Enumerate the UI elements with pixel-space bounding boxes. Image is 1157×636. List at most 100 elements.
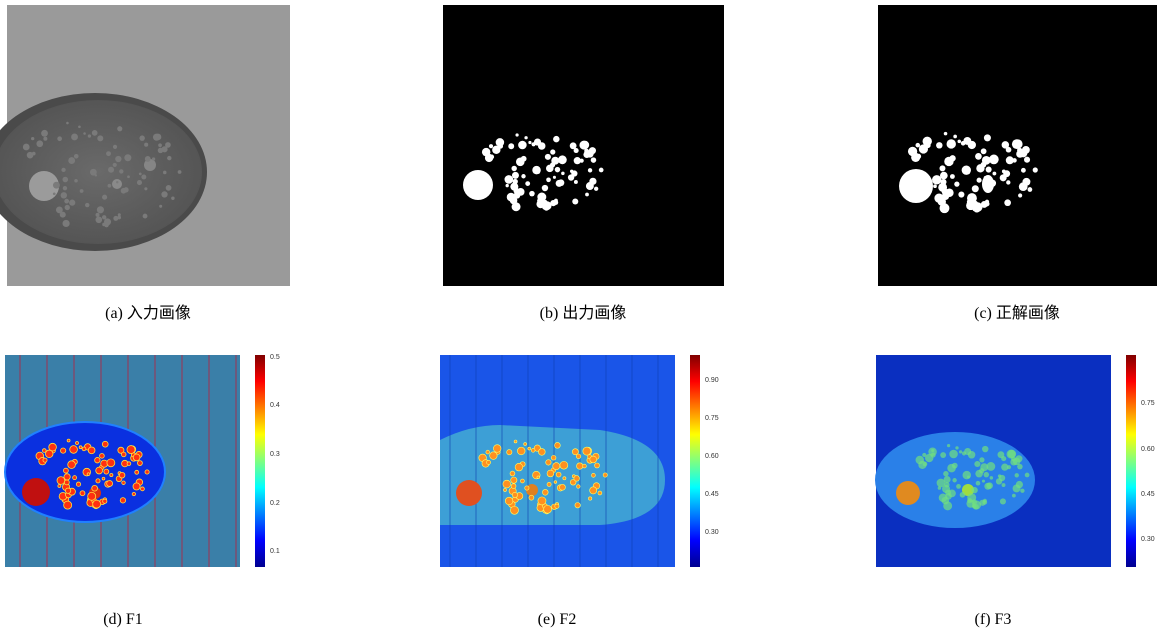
texture <box>989 155 999 165</box>
texture <box>43 458 47 462</box>
texture <box>60 448 65 453</box>
texture <box>510 471 515 476</box>
texture <box>524 136 527 139</box>
texture <box>590 456 597 463</box>
texture <box>139 172 142 175</box>
texture <box>1013 484 1021 492</box>
texture <box>933 184 937 188</box>
texture <box>1006 147 1012 153</box>
texture <box>117 126 122 131</box>
texture <box>512 202 521 211</box>
texture <box>982 480 985 483</box>
texture <box>1001 456 1006 461</box>
texture <box>119 169 123 173</box>
texture <box>916 154 921 159</box>
texture <box>64 501 72 509</box>
texture <box>984 201 989 206</box>
texture <box>1004 199 1011 206</box>
texture <box>505 497 513 505</box>
texture <box>56 206 63 213</box>
texture <box>591 473 595 477</box>
texture <box>575 502 580 507</box>
texture <box>583 447 591 455</box>
texture <box>598 491 602 495</box>
texture <box>554 481 557 484</box>
texture <box>73 476 77 480</box>
texture <box>546 165 554 173</box>
texture <box>45 450 53 458</box>
texture <box>989 180 996 187</box>
texture <box>127 446 135 454</box>
texture <box>83 132 86 135</box>
texture <box>1019 182 1028 191</box>
texture <box>939 165 945 171</box>
texture <box>132 492 135 495</box>
texture <box>531 448 535 452</box>
texture <box>511 484 516 489</box>
texture <box>990 476 993 479</box>
texture <box>41 130 48 137</box>
texture <box>102 195 107 200</box>
texture <box>92 485 98 491</box>
texture <box>511 477 517 483</box>
texture <box>576 454 581 459</box>
texture <box>525 181 530 186</box>
texture <box>32 152 36 156</box>
texture <box>490 155 495 160</box>
texture <box>947 464 956 473</box>
texture <box>538 497 546 505</box>
texture <box>947 139 956 148</box>
texture <box>529 191 535 197</box>
texture <box>579 141 588 150</box>
texture <box>949 450 958 459</box>
texture <box>1028 187 1033 192</box>
output-image <box>443 5 724 286</box>
texture <box>512 179 517 184</box>
texture <box>166 185 172 191</box>
texture <box>505 175 514 184</box>
texture <box>1012 158 1017 163</box>
texture <box>958 140 962 144</box>
texture <box>64 199 69 204</box>
texture <box>96 467 103 474</box>
texture <box>955 446 958 449</box>
texture <box>945 490 951 496</box>
texture <box>972 185 979 192</box>
texture <box>553 463 560 470</box>
texture <box>144 187 147 190</box>
texture <box>923 462 928 467</box>
texture <box>64 480 69 485</box>
texture <box>561 172 564 175</box>
texture <box>102 215 106 219</box>
texture <box>96 213 100 217</box>
texture <box>954 181 959 186</box>
texture <box>1002 483 1006 487</box>
texture <box>1019 149 1027 157</box>
texture <box>560 461 568 469</box>
texture <box>145 156 151 162</box>
texture <box>941 179 947 185</box>
texture <box>143 214 148 219</box>
texture <box>63 220 70 227</box>
texture <box>67 439 70 442</box>
texture <box>553 176 556 179</box>
texture <box>950 174 955 179</box>
texture <box>984 472 989 477</box>
texture <box>1033 167 1038 172</box>
texture <box>102 441 108 447</box>
texture <box>512 172 519 179</box>
texture <box>553 200 558 205</box>
texture <box>967 475 970 478</box>
caption: (f) F3 <box>975 611 1012 628</box>
colorbar-tick: 0.75 <box>705 415 719 422</box>
texture <box>120 498 125 503</box>
texture <box>574 148 579 153</box>
texture <box>514 440 517 443</box>
texture <box>100 453 105 458</box>
texture <box>542 185 548 191</box>
texture <box>162 146 168 152</box>
texture <box>61 192 67 198</box>
caption: (a) 入力画像 <box>105 304 191 322</box>
texture <box>503 480 511 488</box>
texture <box>577 485 581 489</box>
